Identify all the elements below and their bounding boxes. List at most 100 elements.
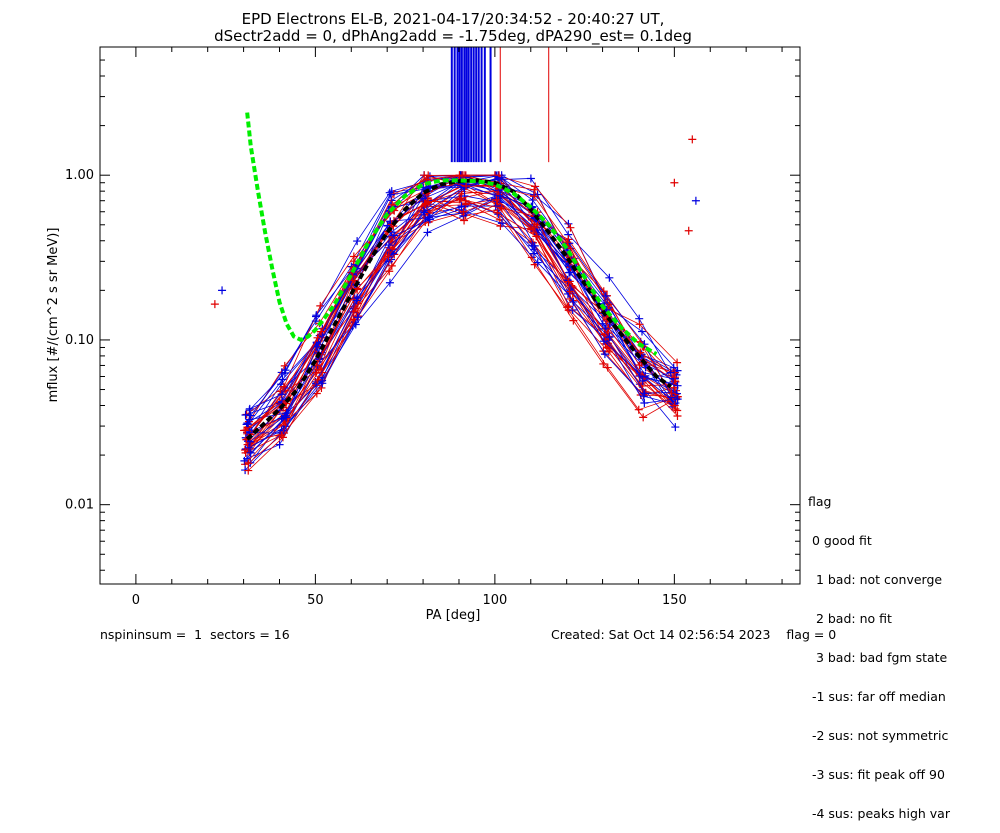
spectrum-point — [460, 216, 469, 225]
spectra-layer — [240, 171, 682, 475]
spectrum-point — [673, 381, 682, 390]
spectrum-point — [564, 302, 573, 311]
spectrum-point — [638, 327, 646, 336]
y-axis-label: mflux [#/(cm^2 s sr MeV)] — [46, 228, 61, 403]
spectrum-point — [244, 459, 253, 468]
spectrum-point — [424, 213, 433, 222]
spectrum-point — [638, 376, 647, 385]
spectrum-point — [565, 268, 574, 277]
legend-item: -1 sus: far off median — [808, 689, 946, 704]
spectrum-point — [423, 228, 432, 237]
spectrum-point — [533, 258, 542, 267]
spectrum-point — [640, 399, 649, 408]
spectrum-point — [387, 261, 396, 270]
spectrum-point — [246, 448, 255, 457]
spectrum-point — [673, 406, 682, 415]
x-tick-label: 150 — [662, 593, 687, 608]
spectrum-point — [569, 297, 578, 306]
footer-created: Created: Sat Oct 14 02:56:54 2023 flag =… — [551, 627, 837, 642]
plot-frame — [99, 46, 801, 585]
spectrum-point — [313, 375, 322, 384]
spectrum-point — [529, 223, 538, 232]
spectrum-point — [384, 252, 393, 261]
legend-item: 0 good fit — [808, 533, 872, 548]
spectrum-point — [390, 231, 399, 240]
spectrum-point — [243, 444, 252, 453]
spectrum-point — [282, 413, 291, 422]
spectrum-point — [419, 194, 428, 203]
spectrum-point — [318, 379, 327, 388]
spectrum-point — [533, 190, 542, 199]
spectrum-point — [639, 392, 648, 401]
spectrum-point — [455, 195, 464, 204]
legend-item: 2 bad: no fit — [808, 611, 892, 626]
spectrum-point — [492, 195, 501, 204]
spectrum-point — [526, 174, 535, 183]
y-tick-label: 1.00 — [65, 168, 94, 183]
spectrum-point — [244, 443, 253, 452]
marks-layer — [210, 47, 700, 441]
spectrum-point — [244, 466, 253, 475]
spectrum-point — [246, 438, 255, 447]
spectrum-point — [671, 423, 680, 432]
spectrum-point — [349, 252, 358, 261]
spectrum-point — [281, 366, 290, 375]
spectrum-point — [312, 311, 321, 320]
spectrum-point — [669, 363, 678, 372]
spectrum-point — [246, 411, 255, 420]
spectrum-point — [459, 207, 468, 216]
spectrum-point — [353, 293, 362, 302]
x-tick-label: 50 — [307, 593, 324, 608]
spectrum-point — [564, 277, 573, 286]
title-line-1: EPD Electrons EL-B, 2021-04-17/20:34:52 … — [242, 10, 665, 28]
spectrum-point — [353, 237, 362, 246]
spectrum-point — [420, 171, 429, 180]
spectrum-point — [634, 405, 643, 414]
spectrum-point — [353, 313, 362, 322]
spectrum-point — [494, 210, 503, 219]
spectrum-point — [528, 196, 537, 205]
spectrum-point — [563, 238, 572, 247]
fit-curve — [245, 112, 658, 356]
spectrum-point — [490, 194, 499, 203]
x-tick-label: 100 — [482, 593, 507, 608]
spectrum-point — [386, 190, 395, 199]
outlier-point — [691, 196, 700, 205]
spectrum-line — [247, 178, 676, 445]
spectrum-point — [455, 171, 464, 180]
spectrum-point — [673, 395, 682, 404]
spectrum-point — [384, 241, 393, 250]
y-tick-label: 0.01 — [65, 498, 94, 513]
spectrum-point — [493, 208, 502, 217]
spectrum-point — [666, 368, 675, 377]
spectrum-point — [529, 249, 538, 258]
spectrum-point — [462, 182, 471, 191]
spectrum-point — [600, 350, 609, 359]
spectrum-point — [605, 273, 614, 282]
spectrum-point — [420, 208, 429, 217]
spectrum-point — [530, 192, 539, 201]
spectrum-point — [497, 173, 506, 182]
spectrum-point — [566, 223, 575, 232]
legend-item: -3 sus: fit peak off 90 — [808, 767, 945, 782]
spectrum-point — [530, 241, 539, 250]
spectrum-point — [277, 390, 286, 399]
spectrum-point — [275, 440, 284, 449]
plot-canvas: EPD Electrons EL-B, 2021-04-17/20:34:52 … — [46, 10, 801, 623]
legend-item: -4 sus: peaks high var — [808, 806, 950, 821]
spectrum-point — [277, 431, 286, 440]
spectrum-point — [316, 301, 325, 310]
title-line-2: dSectr2add = 0, dPhAng2add = -1.75deg, d… — [214, 27, 692, 46]
chart-title: EPD Electrons EL-B, 2021-04-17/20:34:52 … — [214, 10, 692, 46]
outlier-point — [670, 178, 679, 187]
x-axis-label: PA [deg] — [426, 608, 481, 623]
spectrum-point — [385, 278, 394, 287]
legend-item: 1 bad: not converge — [808, 572, 943, 587]
spectrum-line — [246, 198, 676, 460]
spectrum-point — [496, 191, 505, 200]
spectrum-point — [240, 426, 249, 435]
spectrum-point — [599, 337, 608, 346]
spectrum-point — [280, 361, 289, 370]
spectrum-point — [497, 204, 506, 213]
spectrum-point — [385, 267, 394, 276]
